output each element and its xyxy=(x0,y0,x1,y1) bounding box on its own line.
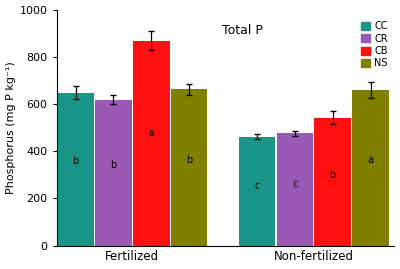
Bar xyxy=(276,133,313,246)
Text: b: b xyxy=(330,170,336,180)
Text: b: b xyxy=(186,155,192,165)
Text: c: c xyxy=(254,180,260,191)
Text: a: a xyxy=(148,128,154,138)
Bar xyxy=(95,100,132,246)
Bar xyxy=(133,41,170,246)
Bar xyxy=(314,118,351,246)
Text: b: b xyxy=(110,160,116,170)
Text: Total P: Total P xyxy=(222,24,263,37)
Bar xyxy=(57,93,94,246)
Text: b: b xyxy=(72,157,79,167)
Bar xyxy=(352,90,389,246)
Bar xyxy=(171,89,207,246)
Legend: CC, CR, CB, NS: CC, CR, CB, NS xyxy=(360,19,390,70)
Text: c: c xyxy=(292,179,298,189)
Y-axis label: Phosphorus (mg P kg⁻¹): Phosphorus (mg P kg⁻¹) xyxy=(6,61,16,194)
Text: a: a xyxy=(368,155,374,165)
Bar xyxy=(239,137,276,246)
